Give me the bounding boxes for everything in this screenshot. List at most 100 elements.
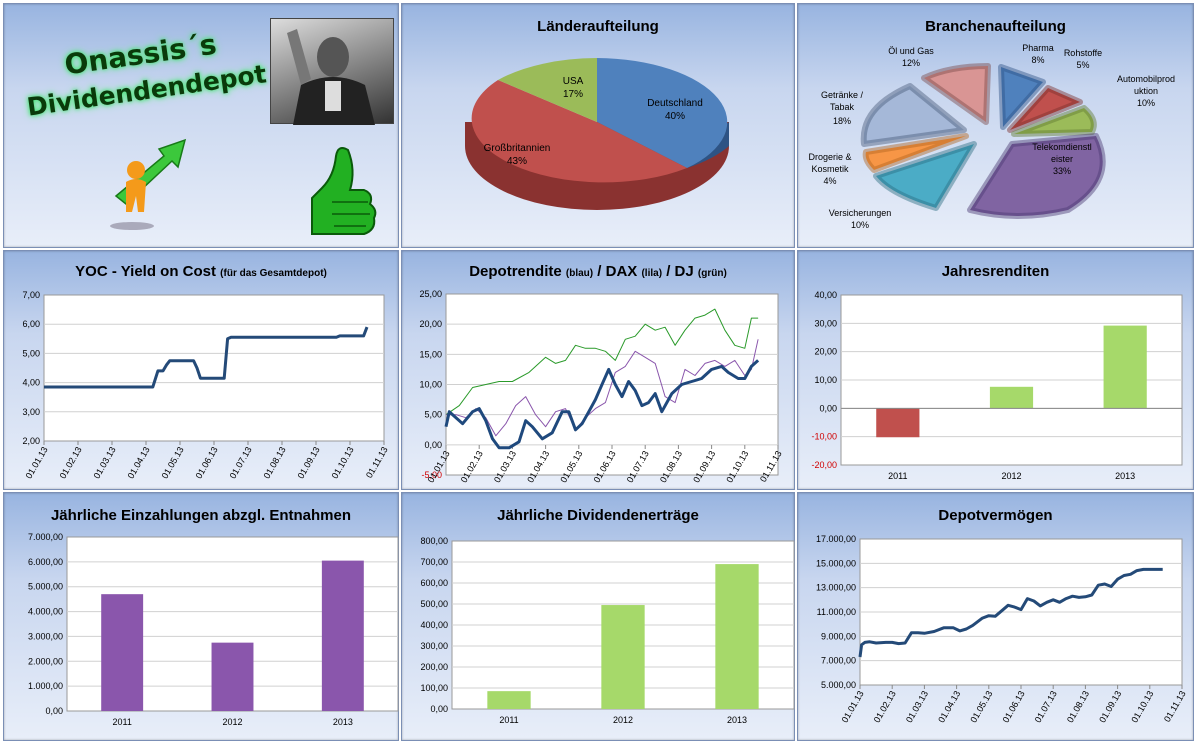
slice-drogerie — [862, 133, 969, 173]
y-tick-label: 15.000,00 — [816, 558, 856, 568]
value-versicherungen: 10% — [851, 220, 869, 230]
y-tick-label: 20,00 — [419, 319, 442, 329]
label-drogerie-1: Drogerie & — [808, 152, 851, 162]
y-tick-label: 30,00 — [814, 318, 837, 328]
x-tick-label: 01.10.13 — [330, 445, 356, 480]
x-category-label: 2012 — [222, 717, 242, 727]
einzahlungen-title: Jährliche Einzahlungen abzgl. Entnahmen — [50, 507, 352, 524]
y-tick-label: 6.000,00 — [28, 557, 63, 567]
x-category-label: 2011 — [888, 471, 907, 481]
x-tick-label: 01.08.13 — [262, 445, 288, 480]
value-grossbritannien: 43% — [507, 156, 527, 167]
label-grossbritannien: Großbritannien — [484, 143, 551, 154]
slice-oel-gas — [921, 63, 991, 125]
y-tick-label: 15,00 — [419, 349, 442, 359]
bar-2011 — [876, 408, 920, 438]
y-tick-label: 3.000,00 — [28, 631, 63, 641]
slice-telekom — [967, 133, 1106, 219]
slice-pharma — [998, 64, 1046, 130]
y-tick-label: 5,00 — [22, 348, 40, 358]
logo-panel: Onassis´s Dividendendepot — [3, 3, 399, 248]
y-tick-label: 300,00 — [420, 641, 448, 651]
bar-2013 — [1103, 325, 1147, 409]
label-versicherungen: Versicherungen — [829, 208, 892, 218]
x-category-label: 2013 — [1115, 471, 1135, 481]
value-usa: 17% — [563, 89, 583, 100]
value-deutschland: 40% — [665, 111, 685, 122]
value-drogerie: 4% — [823, 176, 836, 186]
x-tick-label: 01.06.13 — [194, 445, 220, 480]
y-tick-label: 4.000,00 — [28, 607, 63, 617]
y-tick-label: -5,00 — [421, 470, 442, 480]
y-tick-label: 3,00 — [22, 407, 40, 417]
y-tick-label: 4,00 — [22, 378, 40, 388]
label-automobil-1: Automobilprod — [1117, 74, 1175, 84]
x-tick-label: 01.04.13 — [936, 689, 962, 724]
bar-2012 — [601, 605, 645, 709]
x-tick-label: 01.11.13 — [1162, 689, 1188, 724]
x-category-label: 2012 — [1001, 471, 1021, 481]
label-drogerie-2: Kosmetik — [811, 164, 849, 174]
yoc-panel: YOC - Yield on Cost (für das Gesamtdepot… — [3, 250, 399, 490]
bar-2013 — [321, 560, 364, 711]
y-tick-label: 0,00 — [430, 704, 448, 714]
label-telekom-2: eister — [1051, 154, 1073, 164]
value-oel-gas: 12% — [902, 58, 920, 68]
y-tick-label: 10,00 — [814, 375, 837, 385]
x-tick-label: 01.08.13 — [1065, 689, 1091, 724]
x-tick-label: 01.01.13 — [840, 689, 866, 724]
x-category-label: 2013 — [727, 715, 747, 725]
title-blau: (blau) — [565, 268, 594, 279]
x-tick-label: 01.06.13 — [1001, 689, 1027, 724]
depotrendite-panel: Depotrendite (blau) / DAX (lila) / DJ (g… — [401, 250, 795, 490]
y-tick-label: 400,00 — [420, 620, 448, 630]
branchen-title: Branchenaufteilung — [925, 18, 1066, 35]
y-tick-label: 7.000,00 — [28, 532, 63, 542]
jahresrenditen-title: Jahresrenditen — [941, 263, 1050, 280]
y-tick-label: 40,00 — [814, 290, 837, 300]
y-tick-label: 7,00 — [22, 290, 40, 300]
title-lila: (lila) — [641, 268, 663, 279]
y-tick-label: 600,00 — [420, 578, 448, 588]
thumbs-up-icon — [311, 147, 377, 235]
logo-figures — [110, 138, 377, 235]
y-tick-label: 5.000,00 — [821, 680, 856, 690]
slice-versicherungen — [873, 141, 977, 211]
y-tick-label: 25,00 — [419, 289, 442, 299]
x-category-label: 2011 — [499, 715, 518, 725]
x-tick-label: 01.03.13 — [92, 445, 118, 480]
label-pharma: Pharma — [1022, 43, 1054, 53]
laender-title: Länderaufteilung — [537, 18, 659, 35]
jahresrenditen-chart: 40,00 30,00 20,00 10,00 0,00 -10,00 -20,00 2011… — [811, 290, 1183, 481]
y-tick-label: 5,00 — [424, 410, 442, 420]
dividenden-panel: Jährliche Dividendenerträge 800,00 700,00… — [401, 492, 795, 741]
einzahlungen-chart: 7.000,00 6.000,00 5.000,00 4.000,00 3.000,00… — [28, 532, 399, 727]
pie-slice-grossbritannien — [471, 80, 687, 183]
title-dax: / DAX — [597, 263, 638, 280]
x-category-label: 2011 — [112, 717, 131, 727]
label-oel-gas: Öl und Gas — [888, 46, 934, 56]
y-tick-label: 200,00 — [420, 662, 448, 672]
x-category-label: 2012 — [613, 715, 633, 725]
laender-panel: Länderaufteilung Deutschland 40% Großbri… — [401, 3, 795, 248]
y-tick-label: 0,00 — [424, 440, 442, 450]
x-tick-label: 01.10.13 — [1129, 689, 1155, 724]
depotrendite-chart: 25,0020,0015,0010,005,000,00-5,0001.01.1… — [419, 289, 783, 484]
y-tick-label: 2.000,00 — [28, 656, 63, 666]
y-tick-label: 1.000,00 — [28, 681, 63, 691]
branchen-pie: Pharma 8% Rohstoffe 5% Automobilprod ukt… — [808, 43, 1175, 230]
depotrendite-title: Depotrendite (blau) / DAX (lila) / DJ (g… — [402, 263, 794, 280]
x-tick-label: 01.02.13 — [872, 689, 898, 724]
label-usa: USA — [563, 76, 584, 87]
x-tick-label: 01.05.13 — [968, 689, 994, 724]
y-tick-label: 11.000,00 — [817, 607, 856, 617]
label-telekom-1: Telekomdienstl — [1032, 142, 1092, 152]
x-tick-label: 01.05.13 — [160, 445, 186, 480]
value-pharma: 8% — [1031, 55, 1044, 65]
y-tick-label: -20,00 — [811, 460, 837, 470]
y-tick-label: 6,00 — [22, 319, 40, 329]
x-tick-label: 01.07.13 — [228, 445, 254, 480]
value-getraenke: 18% — [833, 116, 851, 126]
bar-2012 — [989, 386, 1034, 409]
